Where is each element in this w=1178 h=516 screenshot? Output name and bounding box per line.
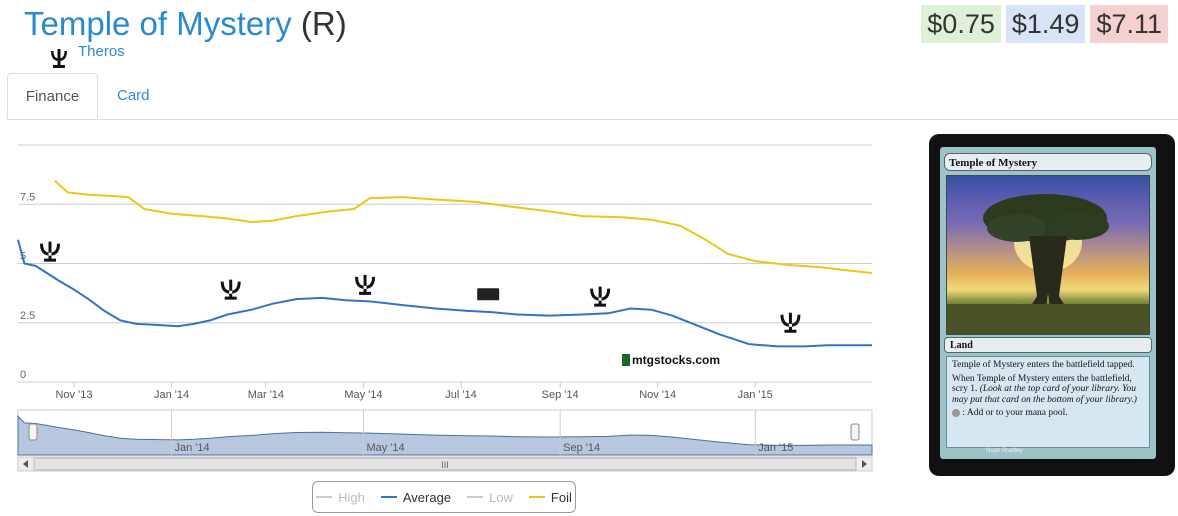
y-tick-label: 0 (20, 369, 26, 381)
card-title: Temple of Mystery (R) (24, 4, 347, 44)
legend-swatch-foil (528, 496, 545, 498)
card-rarity: (R) (300, 5, 347, 42)
set-marker-journey-into-nyx-icon (355, 274, 376, 295)
set-marker-magic-2015-icon (477, 288, 500, 301)
legend-item-average[interactable]: Average (380, 489, 452, 505)
x-tick-label: Jan '14 (154, 389, 189, 401)
tap-symbol-icon (952, 408, 960, 417)
set-marker-fate-reforged-icon (780, 312, 801, 333)
card-image: Temple of Mystery Land Temple of Mystery… (929, 134, 1175, 476)
price-summary: $0.75 $1.49 $7.11 (921, 5, 1168, 43)
navigator-label: Sep '14 (563, 442, 600, 454)
series-line-foil (54, 179, 873, 274)
navigator-label: May '14 (366, 442, 404, 454)
set-marker-born-of-the-gods-icon (220, 279, 241, 300)
x-tick-label: Mar '14 (248, 389, 284, 401)
card-frame: Temple of Mystery Land Temple of Mystery… (940, 147, 1156, 459)
card-type-line: Land (944, 337, 1152, 353)
legend-item-foil[interactable]: Foil (528, 489, 572, 505)
x-tick-label: Jul '14 (445, 389, 476, 401)
rules-line-1: Temple of Mystery enters the battlefield… (952, 360, 1135, 370)
card-rules-text: Temple of Mystery enters the battlefield… (946, 356, 1150, 448)
legend-label-average: Average (402, 489, 452, 505)
scroll-right-arrow-icon[interactable] (862, 460, 867, 468)
y-tick-label: 7.5 (20, 191, 35, 203)
navigator-handle-left[interactable] (28, 423, 38, 441)
y-tick-label: 2.5 (20, 310, 35, 322)
set-link[interactable]: Theros (48, 42, 125, 72)
rules-line-2-main: When Temple of Mystery enters the battle… (952, 373, 1132, 395)
chart-legend: High Average Low Foil (312, 481, 576, 513)
chart-watermark: mtgstocks.com (632, 353, 720, 367)
set-name[interactable]: Theros (78, 42, 125, 60)
average-price: $1.49 (1005, 5, 1086, 43)
rules-line-2: When Temple of Mystery enters the battle… (952, 374, 1144, 406)
tree-art-icon (947, 194, 1149, 334)
navigator-label: Jan '14 (175, 442, 210, 454)
rules-reminder: (Look at the top card of your library. Y… (952, 384, 1137, 405)
high-price: $7.11 (1090, 5, 1168, 43)
scrollbar-grip: III (441, 460, 449, 470)
legend-label-foil: Foil (550, 489, 572, 505)
watermark-logo-icon (622, 354, 630, 366)
rules-line-3: : Add or to your mana pool. (952, 408, 1144, 419)
legend-swatch-low (467, 496, 484, 498)
x-tick-label: Jan '15 (738, 389, 773, 401)
card-art (946, 175, 1150, 335)
card-name: Temple of Mystery (24, 5, 292, 42)
theros-set-icon (51, 49, 67, 68)
tab-bar: Finance Card (6, 73, 1178, 120)
set-marker-khans-of-tarkir-icon (590, 286, 611, 307)
tab-card[interactable]: Card (117, 87, 150, 104)
legend-item-low[interactable]: Low (467, 490, 513, 505)
navigator-area (17, 415, 873, 456)
x-tick-label: Nov '14 (639, 389, 676, 401)
legend-item-high[interactable]: High (316, 490, 365, 505)
legend-label-high: High (338, 489, 365, 505)
navigator-handle-right[interactable] (850, 423, 860, 441)
navigator-label: Jan '15 (758, 442, 793, 454)
x-tick-label: Nov '13 (55, 389, 92, 401)
tab-finance[interactable]: Finance (7, 73, 98, 119)
set-marker-theros-icon (40, 241, 60, 262)
card-artist: Noah Bradley (986, 448, 1023, 454)
x-tick-label: Sep '14 (542, 389, 579, 401)
low-price: $0.75 (921, 5, 1001, 43)
scroll-left-arrow-icon[interactable] (23, 460, 28, 468)
x-tick-label: May '14 (344, 389, 382, 401)
card-image-title: Temple of Mystery (944, 153, 1152, 171)
scrollbar-thumb[interactable] (33, 457, 857, 471)
legend-label-low: Low (489, 489, 513, 505)
rules-line-3-text: : Add or to your mana pool. (962, 408, 1068, 418)
series-line-average (17, 239, 872, 348)
legend-swatch-high (316, 496, 333, 498)
legend-swatch-average (380, 496, 397, 498)
